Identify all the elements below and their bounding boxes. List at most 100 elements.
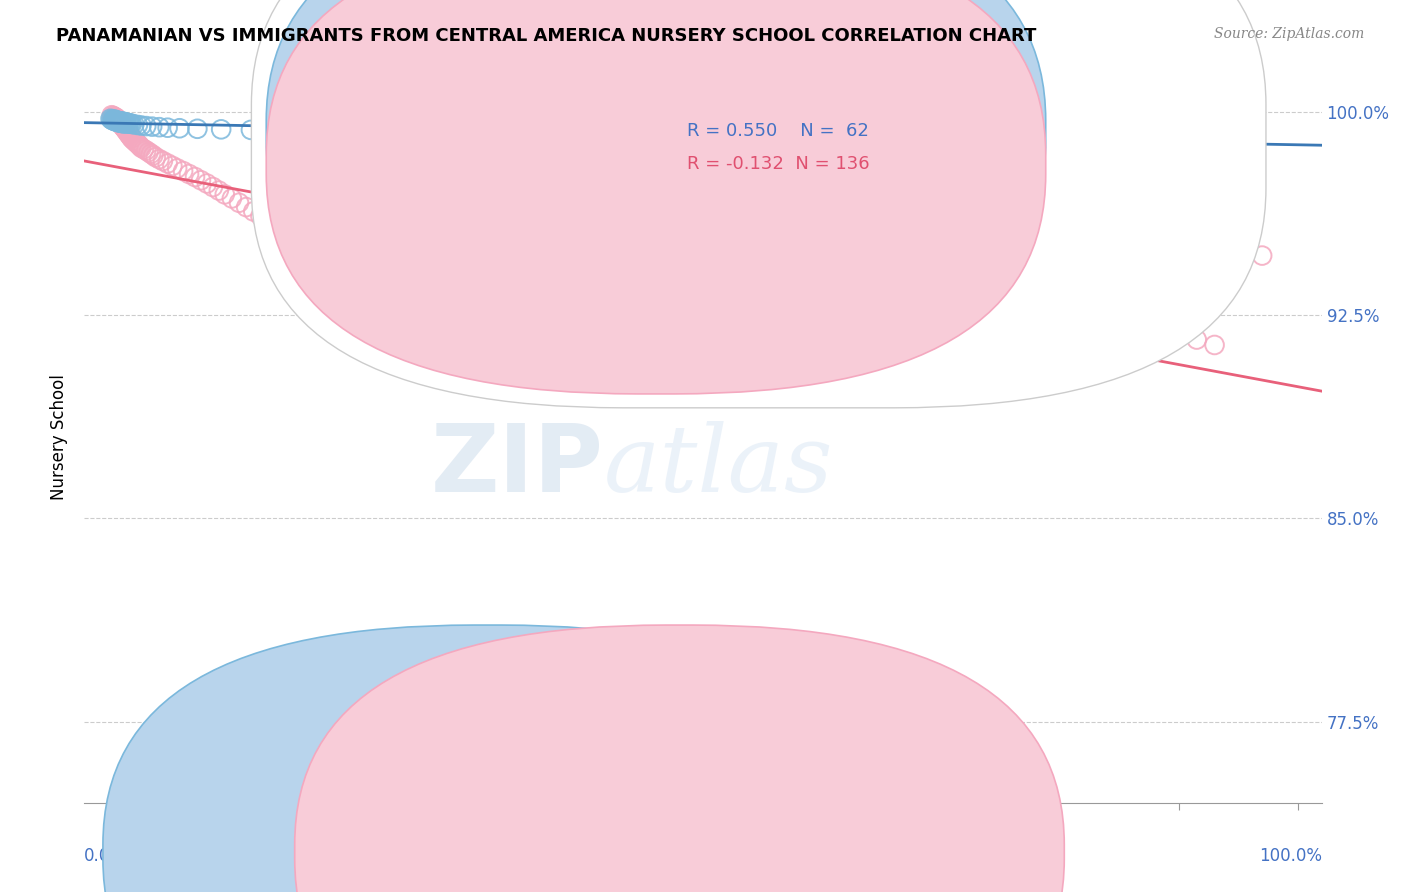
- Point: [117, 116, 139, 130]
- Point: [101, 109, 124, 123]
- Text: PANAMANIAN VS IMMIGRANTS FROM CENTRAL AMERICA NURSERY SCHOOL CORRELATION CHART: PANAMANIAN VS IMMIGRANTS FROM CENTRAL AM…: [56, 27, 1036, 45]
- Point: [115, 117, 138, 131]
- Point: [108, 114, 131, 128]
- Point: [364, 124, 387, 138]
- Point: [111, 116, 134, 130]
- Point: [166, 161, 188, 176]
- Point: [882, 315, 904, 329]
- Point: [117, 127, 139, 141]
- Point: [527, 278, 550, 293]
- Point: [733, 254, 755, 268]
- Point: [242, 204, 264, 219]
- Point: [658, 220, 681, 235]
- Point: [609, 127, 631, 141]
- Point: [118, 116, 141, 130]
- Point: [103, 113, 125, 128]
- Point: [105, 112, 128, 126]
- Point: [145, 150, 167, 164]
- Text: 100.0%: 100.0%: [1258, 847, 1322, 864]
- Point: [138, 145, 160, 160]
- Point: [412, 125, 434, 139]
- Point: [128, 138, 150, 153]
- Point: [502, 126, 524, 140]
- Point: [214, 187, 236, 202]
- Point: [588, 318, 610, 333]
- Text: Immigrants from Central America: Immigrants from Central America: [700, 843, 979, 861]
- Point: [186, 121, 208, 136]
- Point: [131, 119, 153, 133]
- Point: [100, 112, 122, 126]
- Point: [953, 342, 976, 356]
- Point: [152, 154, 174, 169]
- Point: [503, 364, 526, 378]
- Point: [271, 224, 294, 238]
- Point: [263, 219, 285, 233]
- Point: [105, 114, 128, 128]
- FancyBboxPatch shape: [266, 0, 1046, 360]
- Point: [105, 113, 128, 128]
- Point: [108, 115, 131, 129]
- Point: [280, 229, 302, 244]
- Point: [108, 114, 131, 128]
- Point: [276, 123, 298, 137]
- Point: [112, 116, 135, 130]
- Point: [409, 309, 432, 323]
- Point: [1185, 333, 1208, 347]
- Point: [148, 152, 170, 166]
- Point: [626, 127, 648, 141]
- Text: Panamanians: Panamanians: [508, 843, 619, 861]
- Point: [115, 115, 138, 129]
- Point: [314, 252, 336, 266]
- Point: [990, 273, 1012, 287]
- Point: [118, 128, 141, 142]
- Point: [101, 112, 124, 127]
- Point: [918, 328, 941, 343]
- Y-axis label: Nursery School: Nursery School: [51, 374, 69, 500]
- Point: [120, 129, 142, 144]
- Point: [585, 127, 607, 141]
- Point: [256, 214, 278, 228]
- Point: [990, 127, 1012, 141]
- Point: [1204, 338, 1226, 352]
- Text: R = -0.132  N = 136: R = -0.132 N = 136: [688, 155, 869, 173]
- Point: [169, 121, 191, 136]
- Point: [460, 125, 482, 139]
- Point: [551, 294, 574, 309]
- FancyBboxPatch shape: [266, 0, 1046, 394]
- Point: [610, 334, 633, 348]
- Point: [110, 114, 132, 128]
- Point: [114, 120, 136, 135]
- Point: [249, 209, 271, 223]
- Point: [444, 329, 467, 343]
- Point: [120, 129, 142, 144]
- Point: [228, 195, 250, 210]
- Point: [1097, 305, 1119, 319]
- Point: [195, 177, 218, 191]
- Point: [972, 268, 994, 282]
- Point: [162, 159, 184, 173]
- Text: R = 0.550    N =  62: R = 0.550 N = 62: [688, 121, 869, 140]
- Point: [184, 169, 207, 184]
- Text: atlas: atlas: [605, 421, 834, 511]
- Point: [156, 120, 179, 135]
- Point: [1150, 322, 1173, 336]
- Point: [201, 180, 224, 194]
- Point: [540, 286, 562, 301]
- Point: [107, 113, 129, 128]
- Point: [104, 111, 127, 125]
- Point: [433, 322, 456, 336]
- FancyBboxPatch shape: [295, 625, 1064, 892]
- Point: [111, 119, 134, 133]
- Point: [112, 115, 135, 129]
- Point: [110, 116, 132, 130]
- Point: [117, 126, 139, 140]
- Point: [177, 167, 200, 181]
- Point: [115, 125, 138, 139]
- Point: [668, 127, 690, 141]
- Point: [374, 288, 396, 302]
- Point: [208, 184, 231, 198]
- Point: [209, 122, 232, 136]
- Point: [363, 282, 385, 296]
- Point: [124, 135, 146, 149]
- Point: [122, 133, 145, 147]
